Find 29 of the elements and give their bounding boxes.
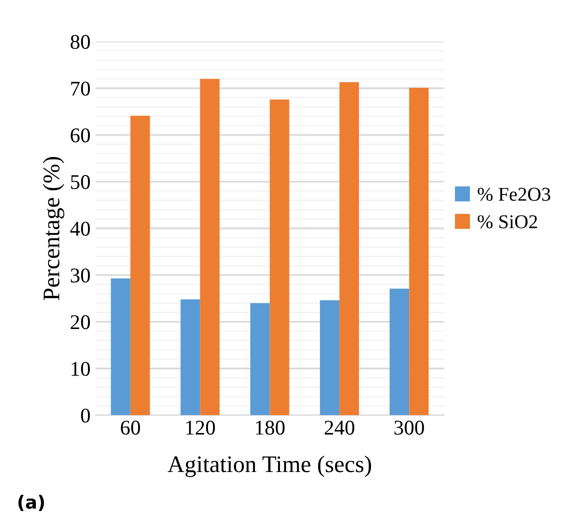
y-axis-title: Percentage (%): [42, 156, 64, 300]
y-tick-label: 80: [70, 34, 90, 49]
x-tick-label: 120: [186, 420, 215, 435]
y-tick-label: 70: [71, 82, 90, 96]
x-tick-label: 60: [120, 420, 140, 435]
bar: [180, 299, 200, 416]
legend-label: % SiO2: [478, 215, 537, 228]
bar: [250, 303, 270, 416]
y-tick-label: 40: [70, 222, 90, 236]
y-tick-label: 10: [72, 362, 90, 376]
text: (a): [18, 494, 44, 511]
x-axis-title: Agitation Time (secs): [168, 456, 372, 478]
y-tick-label: 60: [70, 128, 90, 142]
bar: [320, 300, 340, 416]
bar: [409, 88, 429, 416]
bar: [110, 278, 130, 416]
bar: [339, 82, 359, 416]
x-tick-label: 300: [394, 420, 424, 435]
x-tick-label: 180: [256, 420, 285, 435]
legend-label: % Fe2O3: [478, 188, 550, 201]
bar: [390, 288, 410, 416]
y-tick-label: 0: [81, 408, 90, 423]
bar: [130, 116, 150, 416]
bar: [270, 99, 290, 416]
y-tick-label: 50: [71, 175, 90, 190]
y-tick-label: 20: [70, 315, 90, 330]
y-tick-label: 30: [70, 268, 90, 283]
x-tick-label: 240: [324, 420, 354, 435]
bar: [200, 78, 220, 416]
